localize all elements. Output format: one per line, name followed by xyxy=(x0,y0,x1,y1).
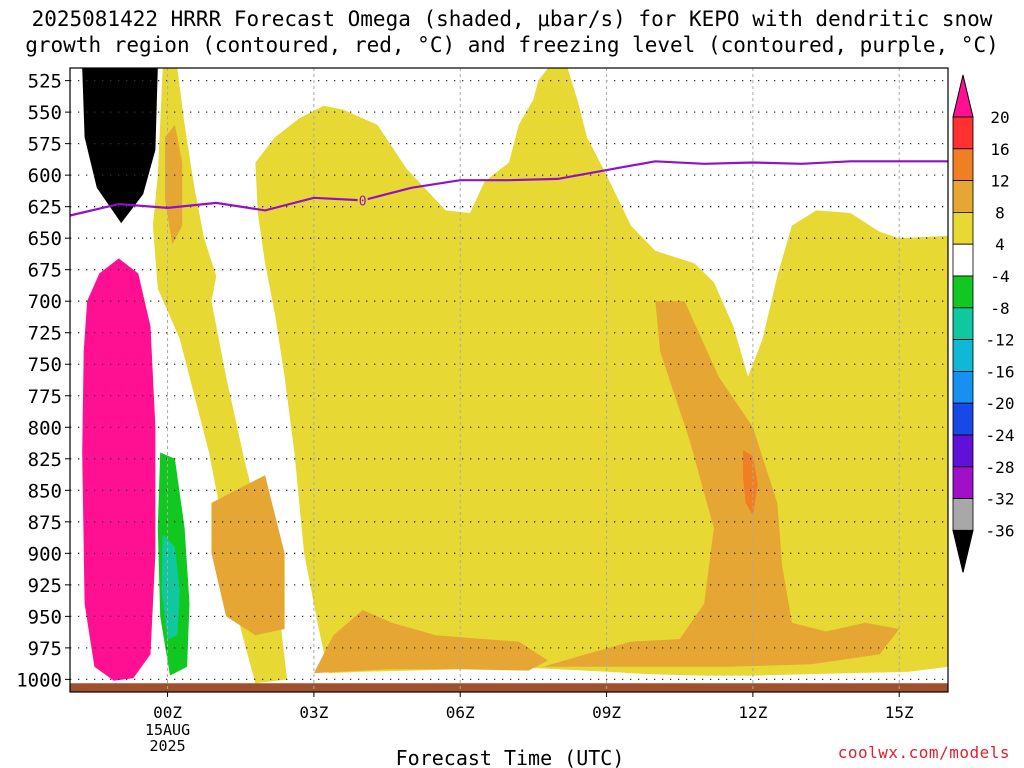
colorbar-label: 20 xyxy=(990,108,1009,127)
y-tick-label: 925 xyxy=(28,575,62,597)
omega-region-3 xyxy=(165,124,183,245)
colorbar-top-arrow xyxy=(952,74,974,118)
colorbar-label: -24 xyxy=(986,426,1015,445)
x-tick-date-label: 15AUG xyxy=(145,721,190,739)
colorbar-label: -12 xyxy=(986,331,1015,350)
site-credit[interactable]: coolwx.com/models xyxy=(837,743,1010,762)
colorbar-swatch xyxy=(952,243,974,277)
x-tick-label: 09Z xyxy=(592,703,621,722)
colorbar-label: -16 xyxy=(986,362,1015,381)
x-tick-label: 06Z xyxy=(446,703,475,722)
colorbar-swatch xyxy=(952,275,974,309)
y-tick-label: 900 xyxy=(28,543,62,565)
gridlines xyxy=(70,68,948,692)
colorbar-swatch xyxy=(952,466,974,499)
freezing-level-line xyxy=(69,160,948,217)
y-tick-label: 575 xyxy=(28,134,62,156)
x-tick-label: 12Z xyxy=(738,703,767,722)
omega-region-5 xyxy=(313,610,548,674)
colorbar-label: 12 xyxy=(990,172,1009,191)
plot-frame xyxy=(69,67,949,693)
y-tick-label: 1000 xyxy=(16,669,62,691)
colorbar-swatch xyxy=(952,434,974,468)
chart-title-line-2: growth region (contoured, red, °C) and f… xyxy=(25,33,999,57)
y-tick-label: 850 xyxy=(28,480,62,502)
y-tick-label: 700 xyxy=(28,291,62,313)
y-tick-label: 825 xyxy=(28,449,62,471)
colorbar-label: 16 xyxy=(990,140,1009,159)
colorbar-label: -32 xyxy=(986,490,1015,509)
y-tick-label: 525 xyxy=(28,71,62,93)
x-tick-date-label: 2025 xyxy=(149,737,185,755)
colorbar-label: 4 xyxy=(995,235,1005,254)
omega-region-6 xyxy=(543,301,900,667)
freezing-level-label: 0 xyxy=(359,194,367,209)
colorbar-label: -36 xyxy=(986,521,1015,540)
omega-region-11 xyxy=(70,683,948,692)
y-tick-label: 775 xyxy=(28,386,62,408)
colorbar: 20 16 12 8 4 -4 -8 -12 -16 -20 -24 -28 -32 -36 xyxy=(952,74,1015,573)
colorbar-bottom-arrow xyxy=(952,529,974,573)
colorbar-swatch xyxy=(952,498,974,531)
colorbar-swatch xyxy=(952,370,974,404)
chart-title: 2025081422 HRRR Forecast Omega (shaded, … xyxy=(0,6,1024,58)
x-tick-label: 03Z xyxy=(299,703,328,722)
freezing-level-label-bg xyxy=(357,193,368,208)
y-tick-label: 625 xyxy=(28,197,62,219)
x-axis-title: Forecast Time (UTC) xyxy=(396,746,625,768)
y-tick-label: 875 xyxy=(28,512,62,534)
colorbar-swatch xyxy=(952,339,974,372)
omega-region-10 xyxy=(82,258,156,681)
omega-shading xyxy=(70,68,948,692)
omega-region-4 xyxy=(211,475,285,636)
y-tick-label: 550 xyxy=(28,102,62,124)
colorbar-swatch xyxy=(952,402,974,436)
colorbar-label: -28 xyxy=(986,458,1015,477)
colorbar-label: -8 xyxy=(990,299,1009,318)
y-tick-label: 650 xyxy=(28,228,62,250)
y-tick-label: 750 xyxy=(28,354,62,376)
colorbar-swatch xyxy=(952,307,974,340)
colorbar-swatch xyxy=(952,116,974,150)
y-tick-label: 975 xyxy=(28,638,62,660)
colorbar-swatch xyxy=(952,211,974,245)
omega-region-9 xyxy=(161,534,180,640)
y-axis-labels: 525 550 575 600 625 650 675 700 725 750 775 800 825 8… xyxy=(16,71,70,691)
colorbar-label: -20 xyxy=(986,394,1015,413)
x-tick-label: 15Z xyxy=(885,703,914,722)
y-tick-label: 600 xyxy=(28,165,62,187)
colorbar-label: 8 xyxy=(995,203,1005,222)
omega-region-0 xyxy=(82,68,158,224)
y-tick-label: 725 xyxy=(28,323,62,345)
x-tick-label: 00Z xyxy=(153,703,182,722)
colorbar-label: -4 xyxy=(990,267,1009,286)
y-tick-label: 950 xyxy=(28,606,62,628)
omega-region-7 xyxy=(743,450,758,516)
chart-title-line-1: 2025081422 HRRR Forecast Omega (shaded, … xyxy=(31,7,993,31)
y-tick-label: 800 xyxy=(28,417,62,439)
colorbar-swatch xyxy=(952,148,974,182)
colorbar-swatch xyxy=(952,180,974,213)
y-tick-label: 675 xyxy=(28,260,62,282)
